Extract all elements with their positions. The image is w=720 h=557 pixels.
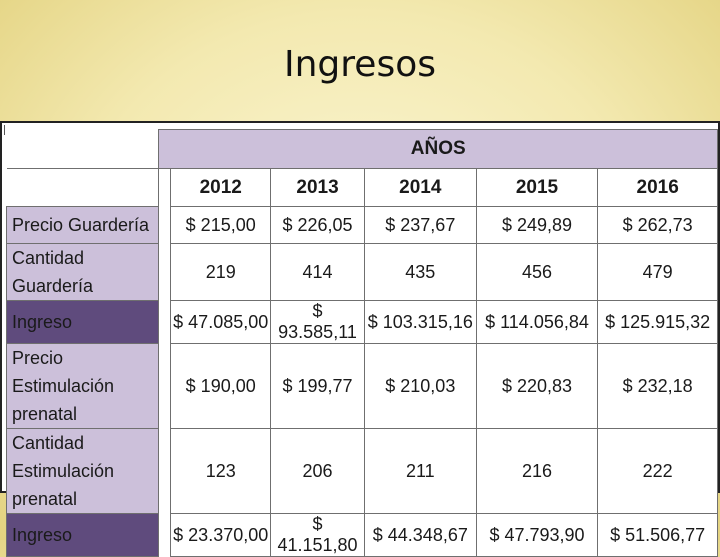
year-header: 2012 [170, 168, 272, 207]
value-cell: $ 41.151,80 [270, 513, 365, 557]
slide-title: Ingresos [284, 44, 436, 85]
value-cell: $ 103.315,16 [363, 300, 477, 344]
value-cell: $ 210,03 [363, 343, 477, 429]
value-cell: 206 [270, 428, 365, 514]
year-header-row: 2012 2013 2014 2015 2016 [6, 168, 718, 207]
empty-corner-cell [6, 168, 160, 207]
value-cell: $ 51.506,77 [597, 513, 718, 557]
row-label: Precio Estimulación prenatal [5, 343, 160, 429]
value-cell: 414 [270, 243, 365, 301]
value-cell: 219 [170, 243, 272, 301]
value-cell: 435 [363, 243, 477, 301]
value-cell: 216 [475, 428, 599, 514]
spacer-cell [158, 206, 172, 244]
group-header-row: AÑOS [6, 129, 718, 169]
value-cell: $ 47.793,90 [475, 513, 599, 557]
value-cell: 123 [170, 428, 272, 514]
table-row: Precio Guardería $ 215,00 $ 226,05 $ 237,67… [5, 206, 718, 244]
year-header: 2015 [475, 168, 599, 207]
table-row: Precio Estimulación prenatal $ 190,00 $ 19… [5, 343, 718, 429]
value-cell: $ 249,89 [475, 206, 599, 244]
empty-corner-cell [6, 129, 160, 169]
spacer-cell [158, 343, 172, 429]
value-cell: 222 [597, 428, 718, 514]
years-group-header: AÑOS [158, 129, 718, 169]
row-label: Ingreso [5, 513, 160, 557]
value-cell: 456 [475, 243, 599, 301]
table-row: Cantidad Guardería 219 414 435 456 479 [5, 243, 718, 301]
value-cell: $ 262,73 [597, 206, 718, 244]
value-cell: $ 114.056,84 [475, 300, 599, 344]
value-cell: $ 220,83 [475, 343, 599, 429]
value-cell: 211 [363, 428, 477, 514]
row-label: Ingreso [5, 300, 160, 344]
year-header: 2014 [363, 168, 477, 207]
spacer-cell [158, 243, 172, 301]
spacer-cell [158, 168, 172, 207]
year-header: 2013 [270, 168, 365, 207]
value-cell: $ 215,00 [170, 206, 272, 244]
value-cell: 479 [597, 243, 718, 301]
value-cell: $ 44.348,67 [363, 513, 477, 557]
year-header: 2016 [597, 168, 718, 207]
table-row: Ingreso $ 47.085,00 $ 93.585,11 $ 103.315,1… [5, 300, 718, 344]
spacer-cell [158, 428, 172, 514]
row-label: Cantidad Estimulación prenatal [5, 428, 160, 514]
value-cell: $ 232,18 [597, 343, 718, 429]
table-row: Cantidad Estimulación prenatal 123 206 211 2… [5, 428, 718, 514]
value-cell: $ 125.915,32 [597, 300, 718, 344]
value-cell: $ 23.370,00 [170, 513, 272, 557]
panel-corner-mark [4, 125, 5, 135]
value-cell: $ 226,05 [270, 206, 365, 244]
row-label: Precio Guardería [5, 206, 160, 244]
value-cell: $ 237,67 [363, 206, 477, 244]
table-panel: AÑOS 2012 2013 2014 2015 2016 Precio Gua… [0, 121, 720, 557]
row-label: Cantidad Guardería [5, 243, 160, 301]
spacer-cell [158, 513, 172, 557]
spacer-cell [158, 300, 172, 344]
value-cell: $ 190,00 [170, 343, 272, 429]
value-cell: $ 199,77 [270, 343, 365, 429]
value-cell: $ 93.585,11 [270, 300, 365, 344]
income-table: AÑOS 2012 2013 2014 2015 2016 Precio Gua… [5, 129, 718, 557]
table-row: Ingreso $ 23.370,00 $ 41.151,80 $ 44.348,67… [5, 513, 718, 557]
value-cell: $ 47.085,00 [170, 300, 272, 344]
